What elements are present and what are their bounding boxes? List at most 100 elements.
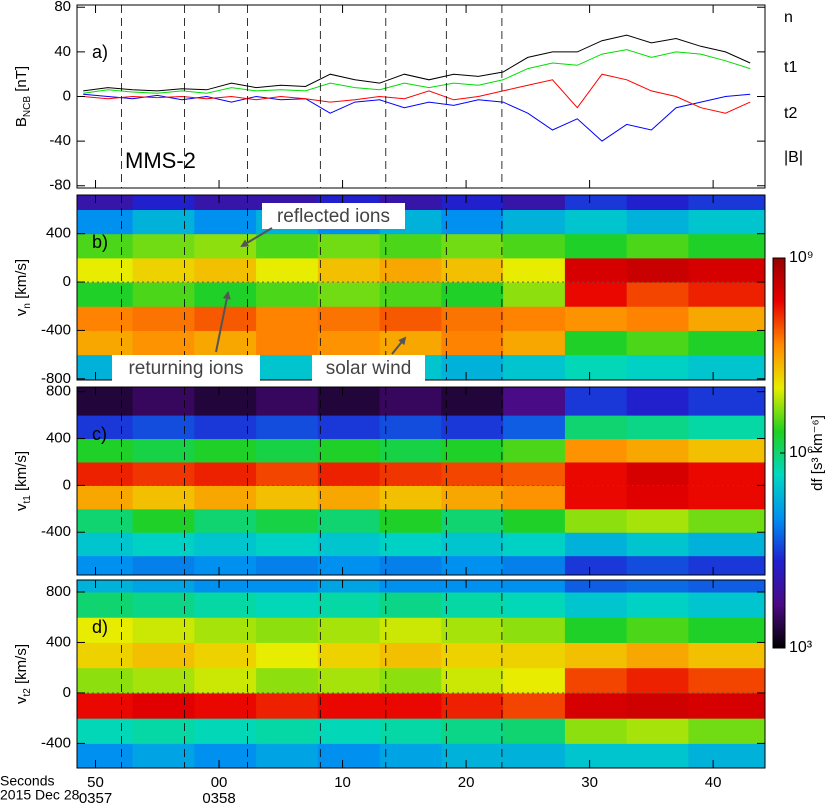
colorbar-label: df [s³ km⁻⁶] bbox=[809, 415, 826, 491]
y-tick-label: 80 bbox=[54, 0, 71, 15]
heatmap-cell bbox=[379, 580, 442, 593]
heatmap-cell bbox=[132, 555, 195, 575]
heatmap-cell bbox=[503, 718, 566, 744]
heatmap-cell bbox=[688, 387, 765, 416]
heatmap-cell bbox=[564, 667, 628, 694]
heatmap-cell bbox=[77, 306, 134, 331]
heatmap-cell bbox=[503, 306, 566, 331]
annotation-box bbox=[262, 203, 405, 229]
heatmap-cell bbox=[626, 438, 689, 463]
x-axis-label: Seconds bbox=[0, 773, 54, 789]
heatmap-cell bbox=[194, 415, 257, 440]
heatmap-cell bbox=[194, 532, 257, 557]
y-tick-label: 0 bbox=[63, 476, 71, 493]
heatmap-cell bbox=[194, 387, 257, 416]
heatmap-cell bbox=[688, 743, 765, 768]
heatmap-cell bbox=[564, 617, 628, 643]
y-axis-label-part: [km/s] bbox=[13, 644, 30, 688]
heatmap-cell bbox=[503, 461, 566, 486]
heatmap-cell bbox=[379, 485, 442, 510]
heatmap-cell bbox=[379, 667, 442, 694]
heatmap-cell bbox=[132, 532, 195, 557]
y-axis-label-part: v bbox=[13, 503, 30, 511]
heatmap-cell bbox=[317, 692, 381, 719]
annotation-box bbox=[112, 355, 260, 381]
heatmap-cell bbox=[194, 485, 257, 510]
heatmap-cell bbox=[132, 209, 195, 235]
heatmap-cell bbox=[441, 306, 504, 331]
heatmap-cell bbox=[564, 233, 628, 259]
heatmap-cell bbox=[564, 642, 628, 669]
heatmap-cell bbox=[626, 692, 689, 719]
x-tick-label: 30 bbox=[581, 774, 598, 791]
heatmap-cell bbox=[503, 387, 566, 416]
y-axis-label-part: [km/s] bbox=[13, 451, 30, 495]
heatmap-cell bbox=[317, 580, 381, 593]
heatmap-cell bbox=[626, 233, 689, 259]
heatmap-cell bbox=[256, 306, 319, 331]
heatmap-cell bbox=[379, 461, 442, 486]
heatmap-cell bbox=[626, 195, 689, 211]
heatmap-cell bbox=[379, 257, 442, 283]
heatmap-cell bbox=[688, 306, 765, 331]
heatmap-cell bbox=[256, 580, 319, 593]
panel-plot bbox=[77, 580, 765, 768]
heatmap-cell bbox=[626, 485, 689, 510]
y-tick-label: 400 bbox=[46, 430, 71, 447]
heatmap-cell bbox=[132, 415, 195, 440]
heatmap-cell bbox=[503, 195, 566, 211]
annotation: solar wind bbox=[326, 358, 412, 379]
heatmap-cell bbox=[194, 438, 257, 463]
annotation-arrow bbox=[240, 227, 273, 248]
heatmap-cell bbox=[626, 555, 689, 575]
x-tick-label: 00 bbox=[211, 774, 228, 791]
y-tick-label: -400 bbox=[41, 734, 71, 751]
heatmap-cell bbox=[688, 718, 765, 744]
heatmap-cell bbox=[77, 415, 134, 440]
heatmap-cell bbox=[441, 718, 504, 744]
y-axis-label-part: t2 bbox=[22, 688, 33, 697]
y-axis-label: vt2 [km/s] bbox=[13, 644, 33, 704]
heatmap-cell bbox=[317, 555, 381, 575]
heatmap-cell bbox=[441, 354, 504, 380]
y-tick-label: 800 bbox=[46, 383, 71, 400]
heatmap-cell bbox=[194, 692, 257, 719]
y-tick-label: 0 bbox=[63, 684, 71, 701]
heatmap-cell bbox=[194, 330, 257, 356]
heatmap-cell bbox=[132, 580, 195, 593]
heatmap-cell bbox=[317, 532, 381, 557]
heatmap-cell bbox=[688, 591, 765, 618]
heatmap-cell bbox=[441, 195, 504, 211]
heatmap-cell bbox=[379, 642, 442, 669]
colorbar-tick-label: 10⁶ bbox=[789, 444, 813, 461]
heatmap-cell bbox=[256, 387, 319, 416]
heatmap-cell bbox=[317, 667, 381, 694]
heatmap-cell bbox=[379, 617, 442, 643]
heatmap-cell bbox=[503, 233, 566, 259]
heatmap-cell bbox=[688, 617, 765, 643]
y-tick-label: 0 bbox=[63, 87, 71, 104]
heatmap-cell bbox=[564, 330, 628, 356]
heatmap-cell bbox=[441, 743, 504, 768]
heatmap-cell bbox=[564, 461, 628, 486]
heatmap-cell bbox=[194, 667, 257, 694]
heatmap-cell bbox=[441, 617, 504, 643]
heatmap-cell bbox=[688, 282, 765, 307]
heatmap-cell bbox=[317, 306, 381, 331]
annotation-box bbox=[312, 355, 425, 381]
heatmap-cell bbox=[688, 415, 765, 440]
heatmap-cell bbox=[194, 555, 257, 575]
heatmap-cell bbox=[379, 415, 442, 440]
y-tick-label: 800 bbox=[46, 583, 71, 600]
heatmap-cell bbox=[194, 743, 257, 768]
series-line bbox=[83, 73, 751, 114]
heatmap-cell bbox=[379, 692, 442, 719]
heatmap-cell bbox=[564, 195, 628, 211]
heatmap-cell bbox=[564, 354, 628, 380]
heatmap-cell bbox=[564, 580, 628, 593]
heatmap-cell bbox=[77, 330, 134, 356]
y-axis-label: vt1 [km/s] bbox=[13, 451, 33, 511]
heatmap-cell bbox=[503, 257, 566, 283]
y-axis-label-part: [km/s] bbox=[13, 259, 30, 303]
